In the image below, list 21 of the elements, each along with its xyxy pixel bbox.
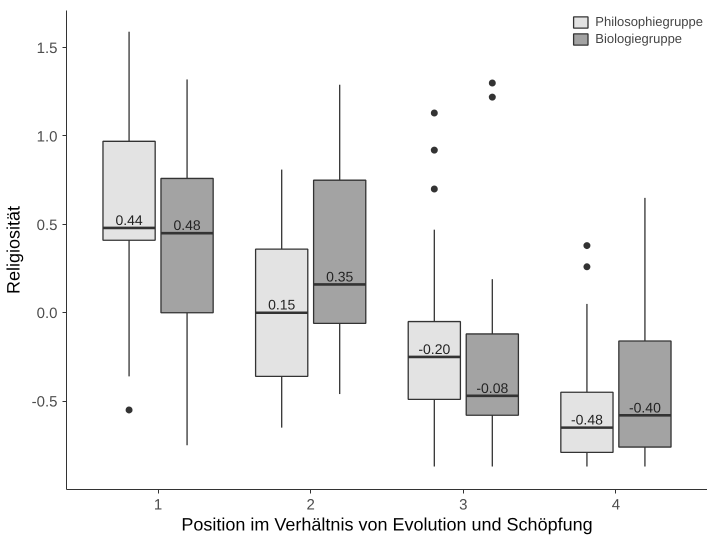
x-tick-label: 1 xyxy=(154,496,162,514)
y-axis-title: Religiosität xyxy=(4,206,24,294)
text: -0.08 xyxy=(476,380,508,396)
y-tick-label: -0.5 xyxy=(32,394,58,411)
x-axis-title: Position im Verhältnis von Evolution und Schöpfung xyxy=(181,514,593,534)
text: 0.15 xyxy=(268,296,296,313)
x-tick-label: 4 xyxy=(612,496,620,514)
text: 0.48 xyxy=(173,217,201,234)
y-tick-label: 1.0 xyxy=(36,128,58,146)
text: -0.48 xyxy=(570,412,603,428)
text: -0.40 xyxy=(628,399,661,416)
y-tick-label: 0.0 xyxy=(36,305,58,322)
y-tick-label: 1.5 xyxy=(36,40,58,58)
x-tick-label: 3 xyxy=(459,496,468,514)
text: -0.20 xyxy=(418,340,450,357)
y-tick-label: 0.5 xyxy=(36,216,58,234)
text: 0.44 xyxy=(115,212,143,228)
legend-label: Biologiegruppe xyxy=(595,31,682,46)
x-tick-label: 2 xyxy=(306,496,315,514)
legend-label: Philosophiegruppe xyxy=(595,14,703,29)
text: 0.35 xyxy=(326,268,354,284)
